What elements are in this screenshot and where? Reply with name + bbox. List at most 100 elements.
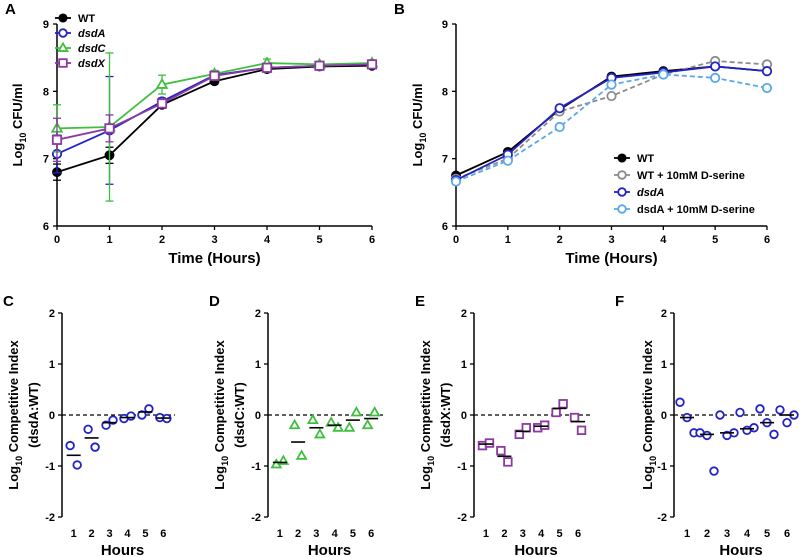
series-line (455, 73, 768, 183)
x-tick-label: 1 (483, 528, 489, 540)
x-tick-label: 1 (277, 528, 283, 540)
y-tick-label: 9 (442, 19, 448, 31)
x-tick-label: 2 (704, 528, 710, 540)
hour-group-5 (755, 404, 779, 440)
x-tick-label: 2 (159, 234, 165, 246)
x-tick-label: 0 (453, 234, 459, 246)
x-tick-label: 2 (557, 234, 563, 246)
data-point (90, 442, 100, 452)
y-axis-label-strain: (dsdC:WT) (232, 382, 247, 448)
legend-marker (617, 187, 627, 197)
x-tick-label: 1 (71, 528, 77, 540)
series-3 (450, 69, 773, 187)
y-axis-label: Log10 Competitive Index (418, 340, 436, 490)
legend-label: WT (78, 13, 95, 25)
data-point (755, 404, 765, 414)
y-tick-label: 1 (255, 359, 261, 371)
hour-group-1 (270, 454, 290, 469)
hour-group-4 (735, 407, 759, 435)
data-point (65, 440, 75, 451)
data-point (558, 399, 568, 409)
y-axis-label-strain: (dsdX:WT) (438, 383, 453, 448)
data-point (710, 72, 721, 83)
data-point (261, 62, 273, 73)
hour-group-5 (137, 404, 154, 420)
hour-group-2 (496, 445, 513, 467)
y-tick-label: 2 (255, 308, 261, 320)
data-point (502, 155, 513, 166)
panel-label: A (5, 1, 16, 18)
y-tick-label: 2 (49, 308, 55, 320)
y-tick-label: 0 (255, 410, 261, 422)
y-tick-label: 0 (661, 410, 667, 422)
x-axis-label: Hours (719, 542, 762, 557)
data-point (554, 103, 565, 114)
x-axis-label: Hours (308, 542, 351, 557)
data-point (715, 410, 725, 420)
legend-label: dsdX (78, 58, 106, 70)
y-tick-label: -1 (457, 461, 467, 473)
hour-group-1 (477, 438, 495, 451)
data-point (155, 77, 169, 89)
y-tick-label: 7 (43, 154, 49, 166)
legend-label: dsdA (637, 187, 665, 199)
data-point (343, 421, 356, 432)
x-tick-label: 6 (784, 528, 790, 540)
legend: WT dsdA dsdC dsdX (55, 13, 107, 70)
data-point (749, 423, 759, 433)
x-tick-label: 1 (106, 234, 112, 246)
legend-marker (57, 41, 69, 52)
data-point (83, 424, 93, 434)
hour-group-1 (675, 397, 699, 438)
hour-group-5 (551, 399, 568, 418)
data-point (295, 449, 308, 460)
data-point (361, 418, 374, 430)
x-tick-label: 4 (744, 528, 751, 540)
panel-label: E (415, 293, 425, 310)
x-tick-label: 3 (608, 234, 614, 246)
y-axis-label-strain: (dsdA:WT) (26, 382, 41, 448)
data-point (496, 445, 506, 456)
x-tick-label: 4 (660, 234, 667, 246)
x-tick-label: 0 (54, 234, 60, 246)
y-tick-label: 1 (49, 359, 55, 371)
data-point (288, 418, 301, 430)
hour-group-6 (775, 405, 799, 428)
x-tick-label: 6 (368, 528, 374, 540)
legend: WT WT + 10mM D-serine dsdA dsdA + 10mM D-se… (614, 153, 755, 216)
legend-marker (617, 170, 627, 180)
legend-marker (617, 153, 627, 163)
panel-label: B (394, 1, 405, 18)
y-tick-label: 0 (49, 410, 55, 422)
y-tick-label: 6 (442, 221, 448, 233)
x-axis-label: Hours (101, 542, 144, 557)
hour-group-3 (101, 415, 118, 430)
y-tick-label: -2 (251, 512, 261, 524)
x-tick-label: 6 (369, 234, 375, 246)
panel-label: D (209, 293, 220, 310)
y-tick-label: 2 (461, 308, 467, 320)
data-point (709, 466, 719, 476)
legend-label: dsdA (78, 28, 106, 40)
y-tick-label: 8 (43, 86, 49, 98)
panel-f: F -2 -1 0 1 2 1 2 3 4 5 6 Hours Log10 Competitive Ind… (615, 293, 800, 557)
x-tick-label: 5 (557, 528, 563, 540)
hour-group-4 (119, 411, 136, 424)
y-tick-label: -1 (45, 461, 55, 473)
data-point (606, 90, 617, 102)
data-point (735, 407, 745, 418)
x-tick-label: 4 (538, 528, 545, 540)
data-point (540, 420, 550, 430)
data-point (761, 66, 773, 77)
x-axis-label: Time (Hours) (565, 250, 657, 267)
data-point (156, 98, 168, 109)
x-tick-label: 3 (313, 528, 319, 540)
data-point (569, 412, 580, 423)
legend-marker (58, 13, 68, 23)
x-tick-label: 6 (160, 528, 166, 540)
x-tick-label: 2 (501, 528, 507, 540)
legend-label: dsdA + 10mM D-serine (637, 204, 755, 216)
y-tick-label: 6 (43, 221, 49, 233)
